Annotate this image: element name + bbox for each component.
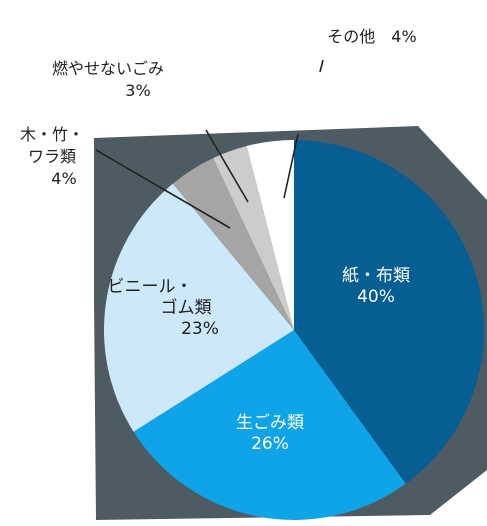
pie-slice-2 (103, 183, 295, 432)
pie-slice-4 (213, 145, 294, 330)
leader-other (283, 133, 299, 199)
slice-label-food-waste: 生ごみ類 26% (236, 413, 304, 454)
pie-slice-5 (246, 140, 294, 330)
pie-slice-0 (294, 140, 484, 484)
slice-label-vinyl-rubber: ビニール・ゴム類 23% (108, 277, 219, 339)
leader-wood-bamboo (95, 149, 231, 229)
slice-label-wood-bamboo: 木・竹・ワラ類 4% (20, 125, 84, 188)
leader-other-top (319, 59, 324, 73)
leader-noncombustible (205, 129, 249, 203)
slice-label-paper-cloth: 紙・布類 40% (342, 266, 410, 307)
pie-slice-3 (172, 158, 294, 330)
slice-label-other: その他 4% (327, 27, 416, 46)
slice-label-noncombustible: 燃やせないごみ 3% (52, 59, 164, 100)
pie-slice-1 (133, 330, 406, 520)
